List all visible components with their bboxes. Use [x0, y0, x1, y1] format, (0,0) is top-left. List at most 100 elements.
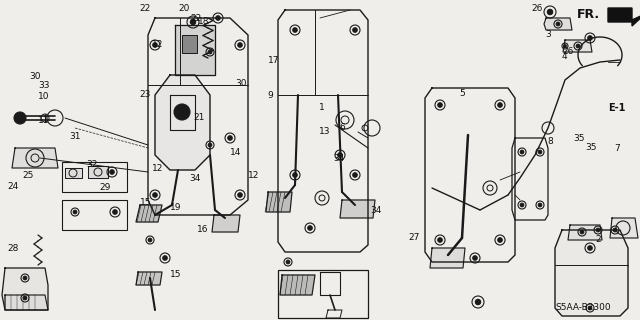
Bar: [182, 35, 197, 53]
Circle shape: [576, 44, 580, 48]
Circle shape: [208, 143, 212, 147]
Circle shape: [613, 228, 617, 232]
Text: 13: 13: [319, 127, 330, 136]
Circle shape: [476, 299, 481, 305]
Circle shape: [547, 9, 553, 15]
Polygon shape: [340, 200, 375, 218]
Circle shape: [438, 103, 442, 107]
Text: 12: 12: [248, 171, 260, 180]
Circle shape: [588, 306, 592, 310]
Text: 22: 22: [140, 4, 151, 13]
Circle shape: [538, 203, 542, 207]
Polygon shape: [430, 248, 465, 268]
Text: 7: 7: [614, 144, 620, 153]
Circle shape: [163, 256, 167, 260]
Text: 26: 26: [531, 4, 543, 13]
Text: 5: 5: [460, 89, 465, 98]
Text: 27: 27: [408, 233, 420, 242]
Circle shape: [190, 19, 196, 25]
Circle shape: [338, 153, 342, 157]
Polygon shape: [155, 75, 210, 170]
Circle shape: [353, 173, 357, 177]
Text: 33: 33: [38, 81, 50, 90]
Circle shape: [148, 238, 152, 242]
Circle shape: [113, 210, 117, 214]
Text: 35: 35: [573, 134, 584, 143]
Circle shape: [153, 43, 157, 47]
Circle shape: [292, 28, 297, 32]
Text: 9: 9: [268, 91, 273, 100]
Text: 22: 22: [191, 14, 202, 23]
Text: 6: 6: [339, 123, 345, 132]
Circle shape: [498, 238, 502, 242]
Text: 30: 30: [29, 72, 40, 81]
Text: 34: 34: [189, 174, 200, 183]
Polygon shape: [568, 225, 602, 240]
Polygon shape: [266, 192, 292, 212]
Polygon shape: [136, 205, 162, 222]
Text: 12: 12: [152, 164, 164, 173]
Bar: [278, 270, 368, 318]
Polygon shape: [5, 295, 48, 310]
Circle shape: [237, 193, 243, 197]
Polygon shape: [175, 25, 215, 75]
Text: 8: 8: [547, 137, 553, 146]
Polygon shape: [610, 218, 638, 238]
Circle shape: [23, 276, 27, 280]
Circle shape: [228, 136, 232, 140]
Circle shape: [556, 22, 560, 26]
Circle shape: [292, 173, 297, 177]
Circle shape: [438, 238, 442, 242]
Circle shape: [216, 16, 220, 20]
Circle shape: [596, 228, 600, 232]
Circle shape: [208, 50, 212, 54]
Text: 11: 11: [38, 116, 50, 125]
Circle shape: [580, 230, 584, 234]
Text: 31: 31: [69, 132, 81, 141]
Circle shape: [23, 296, 27, 300]
Text: 30: 30: [236, 79, 247, 88]
Polygon shape: [563, 40, 592, 52]
Text: 35: 35: [586, 143, 597, 152]
Text: 2: 2: [595, 235, 601, 244]
Text: 34: 34: [370, 206, 381, 215]
Circle shape: [286, 260, 290, 264]
Circle shape: [109, 170, 115, 174]
Text: 15: 15: [170, 270, 181, 279]
Text: 28: 28: [8, 244, 19, 253]
Circle shape: [14, 112, 26, 124]
Text: 4: 4: [562, 52, 568, 61]
Polygon shape: [12, 148, 58, 168]
Circle shape: [520, 203, 524, 207]
Polygon shape: [280, 275, 315, 295]
Circle shape: [73, 210, 77, 214]
Text: 21: 21: [193, 113, 205, 122]
Text: 19: 19: [170, 203, 181, 212]
Circle shape: [174, 104, 190, 120]
Text: 3: 3: [545, 30, 551, 39]
Text: 34: 34: [333, 154, 344, 163]
Polygon shape: [555, 230, 628, 316]
Text: 29: 29: [99, 183, 111, 192]
Text: S5AA-B2300: S5AA-B2300: [555, 303, 611, 313]
Bar: [62, 200, 127, 230]
Text: 14: 14: [230, 148, 242, 157]
Polygon shape: [88, 166, 108, 178]
Text: 12: 12: [152, 40, 164, 49]
Circle shape: [520, 150, 524, 154]
Bar: [62, 162, 127, 192]
Polygon shape: [136, 272, 162, 285]
Text: 25: 25: [22, 171, 34, 180]
Text: 10: 10: [38, 92, 50, 101]
Text: 18: 18: [198, 17, 210, 26]
Text: 26: 26: [562, 47, 573, 56]
Circle shape: [588, 246, 592, 250]
Polygon shape: [212, 215, 240, 232]
Polygon shape: [608, 8, 640, 26]
Circle shape: [538, 150, 542, 154]
Circle shape: [179, 109, 185, 115]
Circle shape: [353, 28, 357, 32]
Text: 24: 24: [8, 182, 19, 191]
Circle shape: [308, 226, 312, 230]
Circle shape: [564, 45, 566, 47]
